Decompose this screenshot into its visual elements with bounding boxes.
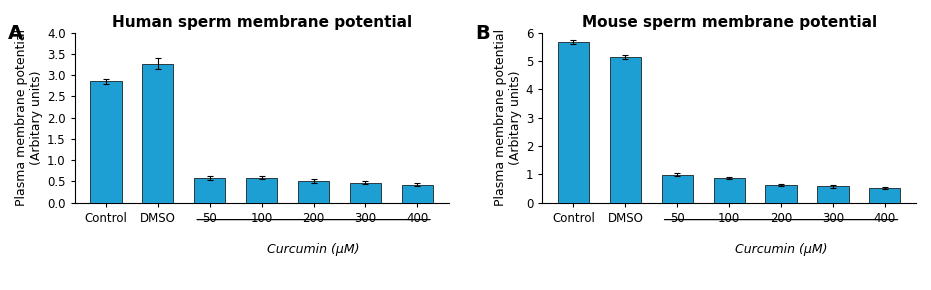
Bar (558, 42, 589, 203)
Text: Curcumin (μM): Curcumin (μM) (735, 243, 828, 256)
Bar (402, 185, 433, 203)
Bar (662, 175, 693, 203)
Bar (713, 178, 745, 203)
Text: A: A (7, 24, 22, 43)
Bar (350, 183, 381, 203)
Bar (246, 177, 277, 203)
Bar (142, 64, 173, 203)
Text: Curcumin (μM): Curcumin (μM) (267, 243, 359, 256)
Bar (817, 186, 848, 203)
Y-axis label: Plasma membrane potential
(Arbitary units): Plasma membrane potential (Arbitary unit… (493, 29, 521, 206)
Bar (90, 81, 122, 203)
Bar (610, 57, 641, 203)
Y-axis label: Plasma membrane potential
(Arbitary units): Plasma membrane potential (Arbitary unit… (15, 29, 43, 206)
Bar (870, 188, 900, 203)
Title: Human sperm membrane potential: Human sperm membrane potential (112, 15, 412, 30)
Bar (298, 181, 330, 203)
Text: B: B (475, 24, 490, 43)
Bar (195, 178, 225, 203)
Title: Mouse sperm membrane potential: Mouse sperm membrane potential (582, 15, 877, 30)
Bar (765, 185, 797, 203)
